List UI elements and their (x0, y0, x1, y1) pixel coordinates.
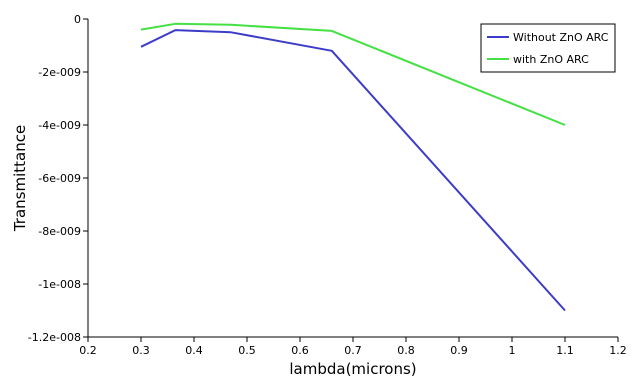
x-tick-label: 0.2 (79, 344, 97, 357)
x-tick-label: 1.2 (609, 344, 627, 357)
legend-label: Without ZnO ARC (513, 31, 609, 44)
y-tick-label: -2e-009 (38, 66, 81, 79)
x-tick-label: 1.1 (556, 344, 574, 357)
y-ticks: 0 -2e-009 -4e-009 -6e-009 -8e-009 -1e-008 -1.2… (28, 13, 88, 344)
legend-box (480, 23, 616, 73)
x-axis-title: lambda(microns) (289, 360, 416, 378)
x-tick-label: 0.4 (185, 344, 203, 357)
x-tick-label: 0.6 (291, 344, 309, 357)
x-tick-label: 0.5 (238, 344, 256, 357)
series-line-with-zno-arc (140, 22, 566, 126)
x-tick-label: 0.7 (344, 344, 362, 357)
x-tick-label: 0.8 (397, 344, 415, 357)
y-tick-label: -4e-009 (38, 119, 81, 132)
x-ticks: 0.2 0.3 0.4 0.5 0.6 0.7 0.8 0.9 1 1.1 1.2 (79, 337, 627, 357)
legend-label: with ZnO ARC (513, 53, 589, 66)
series-lines (140, 22, 566, 312)
y-tick-label: -6e-009 (38, 172, 81, 185)
legend: Without ZnO ARC with ZnO ARC (480, 23, 616, 73)
x-tick-label: 0.3 (132, 344, 150, 357)
x-tick-label: 1 (509, 344, 516, 357)
y-axis-title: Transmittance (11, 125, 29, 232)
y-tick-label: -1.2e-008 (28, 331, 81, 344)
y-tick-label: 0 (74, 13, 81, 26)
y-tick-label: -8e-009 (38, 225, 81, 238)
y-tick-label: -1e-008 (38, 278, 81, 291)
series-line-without-zno-arc (140, 29, 566, 312)
x-tick-label: 0.9 (450, 344, 468, 357)
